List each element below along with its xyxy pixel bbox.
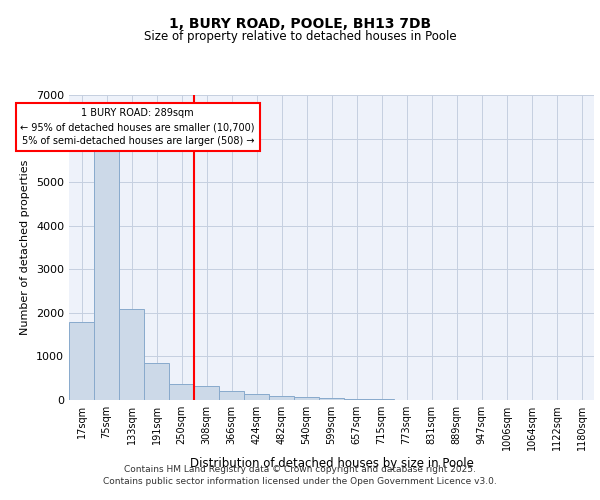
Text: Contains HM Land Registry data © Crown copyright and database right 2025.: Contains HM Land Registry data © Crown c… [124,465,476,474]
Text: 1 BURY ROAD: 289sqm
← 95% of detached houses are smaller (10,700)
5% of semi-det: 1 BURY ROAD: 289sqm ← 95% of detached ho… [20,108,255,146]
Bar [69,322,94,400]
Bar [194,386,219,400]
Text: Size of property relative to detached houses in Poole: Size of property relative to detached ho… [143,30,457,43]
Bar [319,398,344,400]
Text: Contains public sector information licensed under the Open Government Licence v3: Contains public sector information licen… [103,477,497,486]
Text: 1, BURY ROAD, POOLE, BH13 7DB: 1, BURY ROAD, POOLE, BH13 7DB [169,18,431,32]
Bar [244,394,269,400]
Bar [344,398,369,400]
Bar [169,384,194,400]
Bar [269,396,294,400]
Bar [219,392,244,400]
Bar [94,148,119,400]
Bar [369,399,394,400]
X-axis label: Distribution of detached houses by size in Poole: Distribution of detached houses by size … [190,458,473,470]
Y-axis label: Number of detached properties: Number of detached properties [20,160,31,335]
Bar [294,396,319,400]
Bar [144,363,169,400]
Bar [119,308,144,400]
